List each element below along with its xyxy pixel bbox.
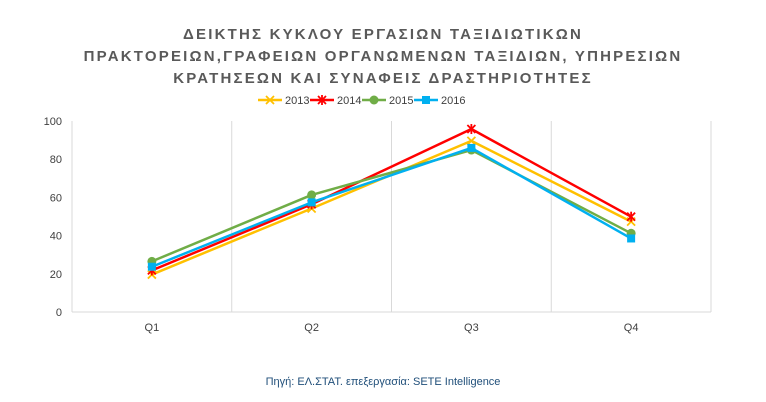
x-tick-label: Q3 <box>464 322 479 334</box>
x-tick-label: Q4 <box>624 322 639 334</box>
series-line-2015 <box>151 148 632 263</box>
marker-stroke <box>466 136 477 146</box>
y-tick-label: 0 <box>56 307 62 319</box>
legend-item-2014: 2014 <box>310 95 361 107</box>
data-point-marker <box>147 262 156 271</box>
legend-label: 2014 <box>337 95 361 107</box>
chart-legend: 2013 2014 2015 2016 <box>258 95 465 107</box>
legend-label: 2015 <box>389 95 413 107</box>
chart-title-line-2: ΠΡΑΚΤΟΡΕΙΩΝ,ΓΡΑΦΕΙΩΝ ΟΡΓΑΝΩΜΕΝΩΝ ΤΑΞΙΔΙΩ… <box>83 48 683 65</box>
chart-title-line-3: ΚΡΑΤΗΣΕΩΝ ΚΑΙ ΣΥΝΑΦΕΙΣ ΔΡΑΣΤΗΡΙΟΤΗΤΕΣ <box>173 70 593 87</box>
legend-label: 2013 <box>285 95 309 107</box>
data-point-marker <box>422 96 430 104</box>
legend-item-2013: 2013 <box>258 95 309 107</box>
chart-title: ΔΕΙΚΤΗΣ ΚΥΚΛΟΥ ΕΡΓΑΣΙΩΝ ΤΑΞΙΔΙΩΤΙΚΩΝ ΠΡΑ… <box>0 24 766 90</box>
data-point-marker <box>626 211 636 222</box>
y-tick-label: 40 <box>50 231 62 243</box>
data-point-marker <box>467 143 476 152</box>
data-point-marker <box>317 95 327 105</box>
data-point-marker <box>307 190 317 200</box>
y-tick-label: 20 <box>50 269 62 281</box>
y-tick-label: 100 <box>44 116 62 128</box>
chart-axes: 0 20 40 60 80 100 Q1 Q2 Q3 Q4 <box>44 116 711 334</box>
data-point-marker <box>265 95 275 105</box>
y-tick-label: 60 <box>50 192 62 204</box>
series-line-2016 <box>151 146 632 268</box>
chart-series <box>147 124 636 280</box>
x-tick-label: Q2 <box>304 322 319 334</box>
legend-item-2016: 2016 <box>414 95 465 107</box>
legend-label: 2016 <box>441 95 465 107</box>
source-note: Πηγή: ΕΛ.ΣΤΑΤ. επεξεργασία: SETE Intelli… <box>265 376 501 388</box>
data-point-marker <box>466 136 477 146</box>
data-point-marker <box>369 95 379 105</box>
data-point-marker <box>627 234 636 243</box>
y-tick-label: 80 <box>50 154 62 166</box>
chart-title-line-1: ΔΕΙΚΤΗΣ ΚΥΚΛΟΥ ΕΡΓΑΣΙΩΝ ΤΑΞΙΔΙΩΤΙΚΩΝ <box>183 26 583 43</box>
series-2016 <box>147 143 636 271</box>
chart-grid <box>71 121 712 312</box>
data-point-marker <box>466 124 477 135</box>
legend-item-2015: 2015 <box>362 95 413 107</box>
marker-stroke <box>265 95 275 105</box>
series-line-2014 <box>151 127 632 272</box>
x-tick-label: Q1 <box>145 322 160 334</box>
data-point-marker <box>307 198 316 207</box>
